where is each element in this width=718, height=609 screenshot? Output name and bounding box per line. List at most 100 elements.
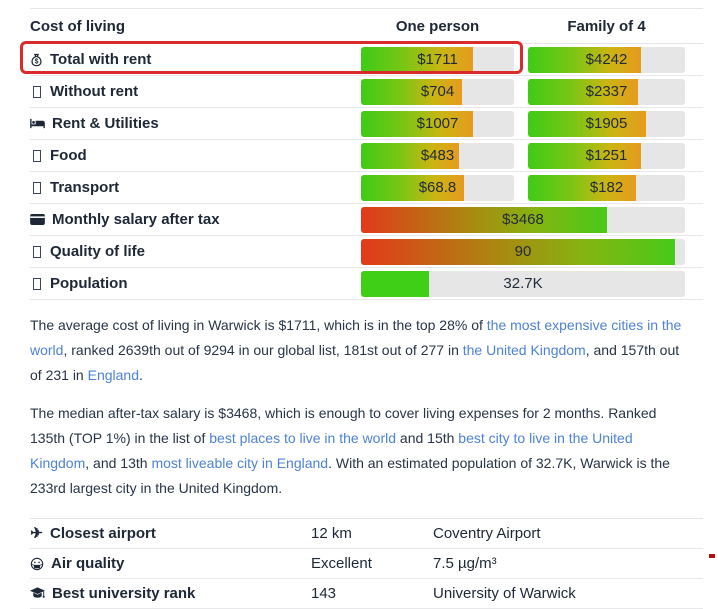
one-person-bar: $483 — [361, 142, 514, 169]
page-content: Cost of living One person Family of 4 $ T… — [30, 8, 703, 609]
credit-card-icon — [30, 214, 45, 225]
bars-cell: $3468 — [361, 206, 685, 233]
bar-value: $704 — [420, 83, 455, 100]
bar-value: 32.7K — [503, 275, 543, 292]
tofu-icon — [30, 149, 43, 162]
bar-value: $182 — [589, 179, 624, 196]
text-link[interactable]: best city to live in the United Kingdom — [30, 430, 633, 471]
bar-fill — [361, 78, 462, 105]
info-label-text: Air quality — [51, 555, 125, 572]
cost-row-label: Food — [50, 147, 87, 164]
bars-cell: $68.8 $182 — [361, 174, 685, 201]
cost-row-label-cell: Food — [30, 147, 361, 164]
bar-value: $1007 — [416, 115, 459, 132]
cost-table-header: Cost of living One person Family of 4 — [30, 9, 703, 44]
cost-row-label-cell: Monthly salary after tax — [30, 211, 361, 228]
bar-fill — [361, 206, 608, 233]
info-row-value: 143 — [311, 585, 337, 602]
cost-of-living-table: Cost of living One person Family of 4 $ T… — [30, 8, 703, 300]
bar-fill — [528, 110, 646, 137]
header-one-person: One person — [395, 17, 480, 35]
header-cost-of-living: Cost of living — [30, 17, 125, 35]
family-bar: $4242 — [528, 46, 685, 73]
cost-row-label: Without rent — [50, 83, 139, 100]
bar-value: $1251 — [585, 147, 628, 164]
info-row-label: Air quality — [30, 555, 311, 572]
info-row-detail: Coventry Airport — [433, 525, 541, 542]
description-paragraph: The average cost of living in Warwick is… — [30, 317, 682, 383]
cost-row-label: Transport — [50, 179, 120, 196]
family-bar: $2337 — [528, 78, 685, 105]
bar-fill — [361, 46, 473, 73]
cost-row-wide: Monthly salary after tax $3468 — [30, 204, 703, 236]
tofu-icon — [30, 85, 43, 98]
bar-value: $3468 — [502, 211, 544, 228]
info-row-label: ✈ Closest airport — [30, 525, 311, 542]
tofu-icon — [30, 181, 43, 194]
wide-bar: 32.7K — [361, 270, 685, 297]
cost-row: Rent & Utilities $1007 $1905 — [30, 108, 703, 140]
info-row-detail: University of Warwick — [433, 585, 576, 602]
cost-row-label-cell: Rent & Utilities — [30, 115, 361, 132]
cost-row-label-cell: Without rent — [30, 83, 361, 100]
cost-row-label: Monthly salary after tax — [52, 211, 220, 228]
bar-fill — [361, 142, 459, 169]
header-family-of-4: Family of 4 — [567, 17, 646, 35]
info-label-text: Closest airport — [50, 525, 156, 542]
bar-value: $68.8 — [418, 179, 457, 196]
one-person-bar: $68.8 — [361, 174, 514, 201]
bars-cell: 90 — [361, 238, 685, 265]
bars-cell: $704 $2337 — [361, 78, 685, 105]
bar-value: $4242 — [585, 51, 628, 68]
wide-bar: 90 — [361, 238, 685, 265]
text-link[interactable]: the most expensive cities in the world — [30, 317, 682, 358]
description-paragraph: The median after-tax salary is $3468, wh… — [30, 405, 670, 496]
bar-value: $1905 — [585, 115, 628, 132]
cost-row-label-cell: Population — [30, 275, 361, 292]
city-info-table: ✈ Closest airport 12 km Coventry Airport A… — [30, 518, 703, 609]
info-row: Best university rank 143 University of W… — [30, 579, 703, 609]
bar-fill — [361, 270, 430, 297]
info-row: Air quality Excellent 7.5 µg/m³ — [30, 549, 703, 579]
cost-row-label-cell: Transport — [30, 179, 361, 196]
plane-icon: ✈ — [30, 525, 43, 542]
svg-text:$: $ — [35, 58, 39, 65]
bar-fill — [528, 46, 642, 73]
grad-cap-icon — [30, 587, 45, 600]
text-link[interactable]: the United Kingdom — [462, 342, 586, 358]
info-label-text: Best university rank — [52, 585, 196, 602]
cost-row-label: Population — [50, 275, 128, 292]
cost-row-label-cell: $ Total with rent — [30, 51, 361, 68]
family-bar: $182 — [528, 174, 685, 201]
text-link[interactable]: England — [87, 367, 139, 383]
cost-row: Food $483 $1251 — [30, 140, 703, 172]
tofu-icon — [30, 245, 43, 258]
bar-value: $2337 — [585, 83, 628, 100]
one-person-bar: $704 — [361, 78, 514, 105]
info-row-detail: 7.5 µg/m³ — [433, 555, 497, 572]
bars-cell: $1711 $4242 — [361, 46, 685, 73]
text-link[interactable]: best places to live in the world — [209, 430, 397, 446]
text-link[interactable]: most liveable city in England — [151, 455, 329, 471]
cost-row-label: Rent & Utilities — [52, 115, 159, 132]
bed-icon — [30, 118, 45, 129]
info-row: ✈ Closest airport 12 km Coventry Airport — [30, 519, 703, 549]
cost-row: Without rent $704 $2337 — [30, 76, 703, 108]
bar-value: 90 — [514, 243, 532, 260]
bar-fill — [361, 238, 676, 265]
cost-table-rows: $ Total with rent $1711 $4242 Without ren… — [30, 44, 703, 300]
bar-fill — [361, 174, 464, 201]
tofu-icon — [30, 277, 43, 290]
cost-row-label-cell: Quality of life — [30, 243, 361, 260]
info-row-label: Best university rank — [30, 585, 311, 602]
cost-row-label: Total with rent — [50, 51, 152, 68]
cost-row: $ Total with rent $1711 $4242 — [30, 44, 703, 76]
bar-fill — [528, 78, 638, 105]
bars-cell: $1007 $1905 — [361, 110, 685, 137]
info-table-rows: ✈ Closest airport 12 km Coventry Airport A… — [30, 519, 703, 609]
bar-value: $1711 — [417, 51, 458, 68]
info-row-value: Excellent — [311, 555, 372, 572]
bar-value: $483 — [420, 147, 455, 164]
bars-cell: $483 $1251 — [361, 142, 685, 169]
bar-fill — [528, 174, 637, 201]
